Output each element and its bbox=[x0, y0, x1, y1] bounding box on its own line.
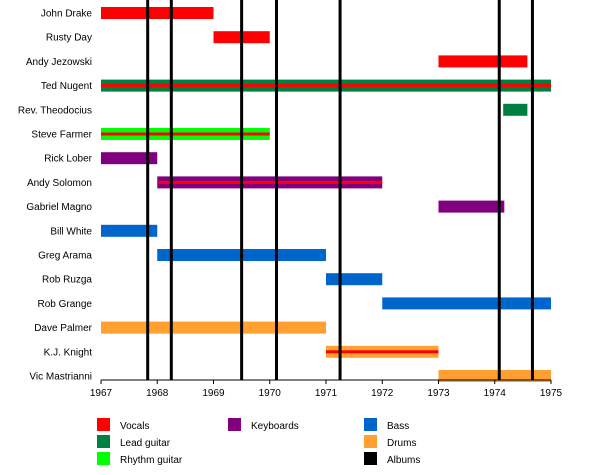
member-label: Andy Jezowski bbox=[26, 57, 92, 68]
member-bar bbox=[382, 297, 551, 310]
legend-label: Drums bbox=[387, 438, 416, 449]
album-lines bbox=[146, 0, 534, 380]
legend-label: Vocals bbox=[120, 421, 149, 432]
member-bar bbox=[326, 273, 383, 286]
member-bar bbox=[101, 7, 214, 19]
x-tick-label: 1970 bbox=[259, 388, 282, 399]
x-tick-label: 1972 bbox=[371, 388, 394, 399]
legend: Vocals Lead guitar Rhythm guitar Keyboards B… bbox=[97, 418, 420, 466]
legend-label: Lead guitar bbox=[120, 438, 171, 449]
legend-swatch-bass bbox=[364, 418, 377, 431]
x-axis: 1967 1968 1969 1970 1971 1972 1973 1974 1975 bbox=[90, 379, 563, 399]
member-label: Gabriel Magno bbox=[26, 202, 92, 213]
x-tick-label: 1968 bbox=[146, 388, 169, 399]
member-bar bbox=[438, 200, 505, 213]
member-label: Steve Farmer bbox=[31, 130, 92, 141]
x-tick-label: 1967 bbox=[90, 388, 113, 399]
member-bar bbox=[438, 370, 551, 382]
legend-swatch-keyboards bbox=[228, 418, 241, 431]
x-tick-label: 1971 bbox=[315, 388, 338, 399]
member-label: John Drake bbox=[41, 9, 93, 20]
member-label: Andy Solomon bbox=[27, 178, 92, 189]
member-bar-secondary bbox=[326, 350, 439, 354]
member-label: Rev. Theodocius bbox=[18, 105, 92, 116]
member-bar bbox=[503, 103, 528, 116]
member-bar-secondary bbox=[101, 132, 270, 136]
x-tick-label: 1974 bbox=[484, 388, 507, 399]
x-tick-label: 1973 bbox=[427, 388, 450, 399]
x-tick-label: 1975 bbox=[540, 388, 563, 399]
legend-label: Bass bbox=[387, 421, 409, 432]
legend-label: Albums bbox=[387, 455, 420, 466]
member-label: Rusty Day bbox=[46, 33, 92, 44]
member-bar bbox=[101, 152, 158, 165]
member-label: Rick Lober bbox=[44, 154, 92, 165]
member-bar-secondary bbox=[101, 84, 551, 88]
member-bar-secondary bbox=[157, 180, 383, 184]
legend-swatch-albums bbox=[364, 452, 377, 465]
legend-swatch-rhythm-guitar bbox=[97, 452, 110, 465]
member-label: Dave Palmer bbox=[34, 323, 92, 334]
legend-swatch-lead-guitar bbox=[97, 435, 110, 448]
member-bar bbox=[101, 224, 158, 237]
legend-label: Keyboards bbox=[251, 421, 299, 432]
member-bar bbox=[438, 55, 528, 68]
legend-swatch-drums bbox=[364, 435, 377, 448]
member-label: Rob Ruzga bbox=[42, 275, 92, 286]
legend-swatch-vocals bbox=[97, 418, 110, 431]
member-label: Rob Grange bbox=[38, 299, 93, 310]
member-bar bbox=[101, 321, 326, 334]
member-label: Bill White bbox=[50, 226, 92, 237]
member-bars bbox=[101, 7, 551, 382]
member-label: Ted Nugent bbox=[41, 81, 92, 92]
member-label: Greg Arama bbox=[38, 251, 92, 262]
legend-label: Rhythm guitar bbox=[120, 455, 183, 466]
x-tick-label: 1969 bbox=[202, 388, 225, 399]
member-labels: John Drake Rusty Day Andy Jezowski Ted Nuge… bbox=[18, 9, 93, 383]
member-label: K.J. Knight bbox=[44, 347, 93, 358]
member-label: Vic Mastrianni bbox=[29, 372, 92, 383]
